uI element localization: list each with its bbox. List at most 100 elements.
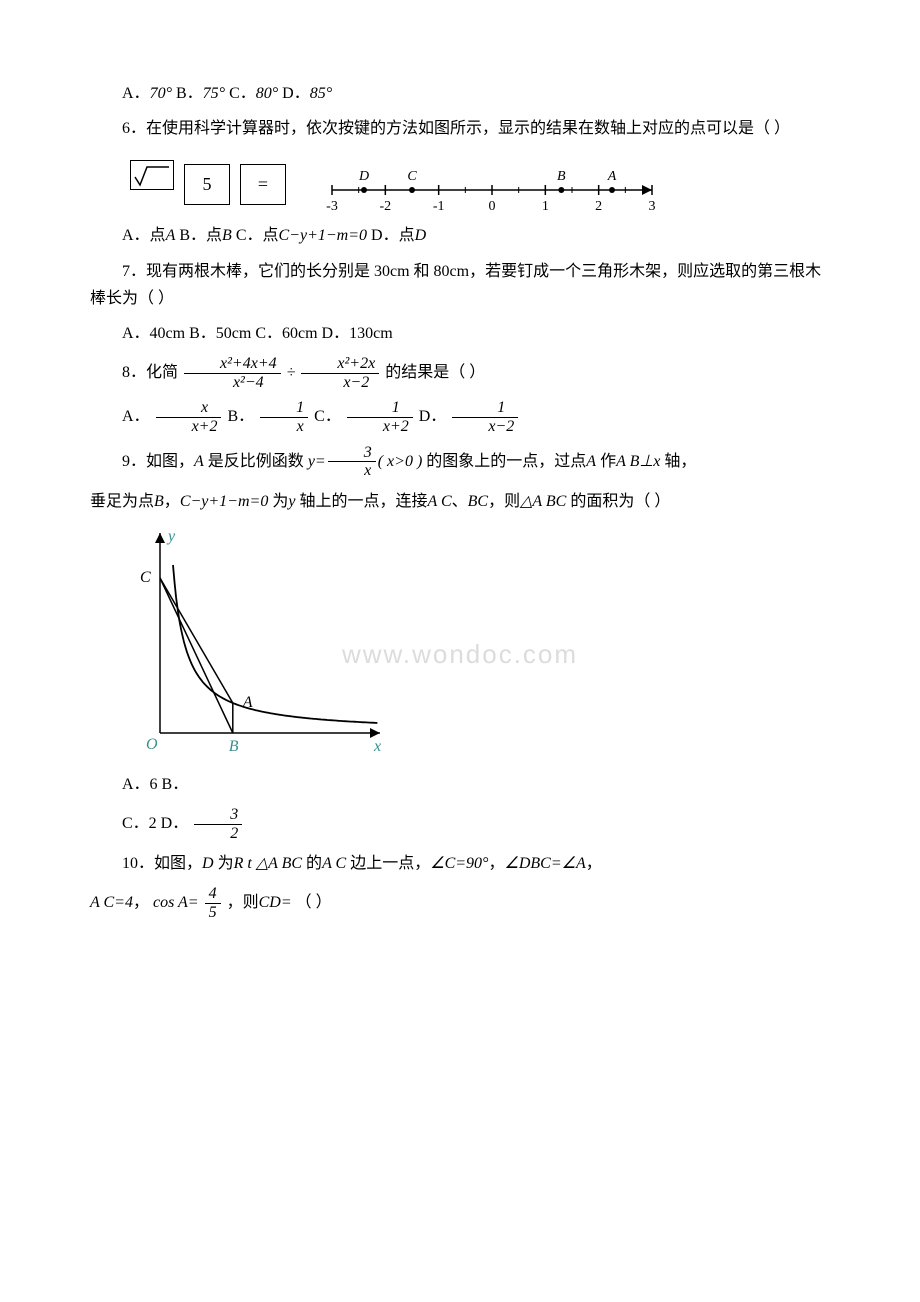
svg-text:-1: -1 (433, 199, 445, 212)
q8-div: ÷ (287, 364, 296, 381)
q8-frac2: x²+2x x−2 (301, 355, 379, 391)
svg-text:O: O (146, 736, 158, 753)
svg-text:3: 3 (649, 199, 656, 212)
q9-p1c: 是反比例函数 (204, 452, 308, 469)
opt-d-val: 85° (310, 85, 332, 102)
q9-p2i: 、 (452, 493, 468, 510)
q8-b-den: x (260, 418, 308, 436)
q9-p1a: 9．如图， (122, 452, 194, 469)
q10-cos-frac: 45 (205, 885, 221, 921)
opt-b-lead: B． (176, 85, 203, 102)
key-5: 5 (184, 164, 230, 205)
svg-text:-2: -2 (379, 199, 391, 212)
q9-p2j: BC (468, 493, 488, 510)
q9-p1f: 作 (596, 452, 616, 469)
q10-pk: ， (586, 855, 602, 872)
q9-line2: 垂足为点B，C−y+1−m=0 为y 轴上的一点，连接A C、BC，则△A BC… (90, 488, 830, 515)
q10-line2: A C=4， cos A= 45 ，则CD= （ ） (90, 885, 830, 921)
q10-l2e: （ ） (292, 894, 332, 911)
opt-a-lead: A． (122, 85, 150, 102)
svg-text:A: A (607, 169, 617, 184)
opt-c-lead: C． (229, 85, 256, 102)
q9-p2l: △A BC (520, 493, 566, 510)
q10-cos-a: A (178, 894, 188, 911)
q8-frac2-den: x−2 (301, 374, 379, 392)
q9-optd-frac: 32 (194, 806, 242, 842)
q8-d-num: 1 (452, 399, 518, 418)
q8-frac1-num: x²+4x+4 (184, 355, 281, 374)
q10-l2d: CD= (259, 894, 292, 911)
q9-p2c: ， (164, 493, 180, 510)
q8-lead: 8．化简 (122, 364, 182, 381)
q6-b-val: B (222, 227, 232, 244)
q5-options: A．70° B．75° C．80° D．85° (90, 80, 830, 107)
q8-d-lead: D． (419, 408, 447, 425)
q10-pg: 边上一点， (346, 855, 430, 872)
q6-figure-row: 5 = -3-2-10123DCBA (130, 152, 830, 212)
number-line: -3-2-10123DCBA (312, 152, 830, 212)
q6-c-lead: C．点 (236, 227, 279, 244)
q8-stem: 8．化简 x²+4x+4 x²−4 ÷ x²+2x x−2 的结果是（ ） (90, 355, 830, 391)
q8-b-frac: 1x (260, 399, 308, 435)
q7-stem: 7．现有两根木棒，它们的长分别是 30cm 和 80cm，若要钉成一个三角形木架… (90, 258, 830, 312)
q10-l2a: A C=4 (90, 894, 133, 911)
q8-c-lead: C． (314, 408, 341, 425)
key-eq: = (240, 164, 286, 205)
svg-text:B: B (229, 738, 239, 755)
q10-cos-eq: = (188, 894, 199, 911)
svg-text:C: C (140, 569, 151, 586)
q10-l2c: ，则 (227, 894, 259, 911)
svg-text:-3: -3 (326, 199, 338, 212)
q9-p2d: C−y+1−m=0 (180, 493, 269, 510)
q8-frac1-den: x²−4 (184, 374, 281, 392)
q9-opt-cd: C．2 D． 32 (90, 806, 830, 842)
q6-options: A．点A B．点B C．点C−y+1−m=0 D．点D (90, 222, 830, 249)
q9-opt-ab: A．6 B． (90, 771, 830, 798)
q9-p2m: 的面积为（ ） (566, 493, 670, 510)
q9-optc-lead: C．2 D． (122, 815, 188, 832)
q8-tail: 的结果是（ ） (385, 364, 485, 381)
opt-b-val: 75° (203, 85, 225, 102)
q9-p2g: 轴上的一点，连接 (295, 493, 427, 510)
q6-a-val: A (166, 227, 176, 244)
q10-pj: ∠DBC=∠A (504, 855, 585, 872)
q8-a-den: x+2 (156, 418, 222, 436)
q9-p1d: 的图象上的一点，过点 (426, 452, 586, 469)
q9-p1e: A (586, 452, 596, 469)
q9-func-num: 3 (328, 444, 376, 463)
q10-cos-den: 5 (205, 904, 221, 922)
q9-func-frac: 3x (328, 444, 376, 480)
q10-cos-lead: cos (153, 894, 178, 911)
opt-d-lead: D． (282, 85, 310, 102)
q10-l2b: ， (133, 894, 149, 911)
q10-cos-num: 4 (205, 885, 221, 904)
svg-text:D: D (358, 169, 369, 184)
q9-optd-num: 3 (194, 806, 242, 825)
q10-pd: R t △A BC (234, 855, 302, 872)
q6-stem: 6．在使用科学计算器时，依次按键的方法如图所示，显示的结果在数轴上对应的点可以是… (90, 115, 830, 142)
key-sqrt (130, 160, 174, 190)
svg-text:A: A (242, 694, 253, 711)
q9-p1g: A B⊥x (616, 452, 660, 469)
svg-text:x: x (373, 738, 381, 755)
q9-line1: 9．如图，A 是反比例函数 y=3x( x>0 ) 的图象上的一点，过点A 作A… (90, 444, 830, 480)
q8-d-den: x−2 (452, 418, 518, 436)
q6-a-lead: A．点 (122, 227, 166, 244)
q9-func-y: y= (308, 452, 326, 469)
q9-graph: Ox y A B C (130, 523, 830, 763)
svg-text:2: 2 (595, 199, 602, 212)
svg-text:0: 0 (489, 199, 496, 212)
q10-pa: 10．如图， (122, 855, 202, 872)
svg-text:y: y (166, 528, 176, 545)
q9-p2e: 为 (268, 493, 288, 510)
svg-text:B: B (557, 169, 566, 184)
q8-d-frac: 1x−2 (452, 399, 518, 435)
q8-b-lead: B． (227, 408, 254, 425)
q8-c-den: x+2 (347, 418, 413, 436)
opt-a-val: 70° (150, 85, 172, 102)
q10-pc: 为 (214, 855, 234, 872)
q10-pb: D (202, 855, 214, 872)
svg-text:1: 1 (542, 199, 549, 212)
q9-p2a: 垂足为点 (90, 493, 154, 510)
q9-p2b: B (154, 493, 164, 510)
